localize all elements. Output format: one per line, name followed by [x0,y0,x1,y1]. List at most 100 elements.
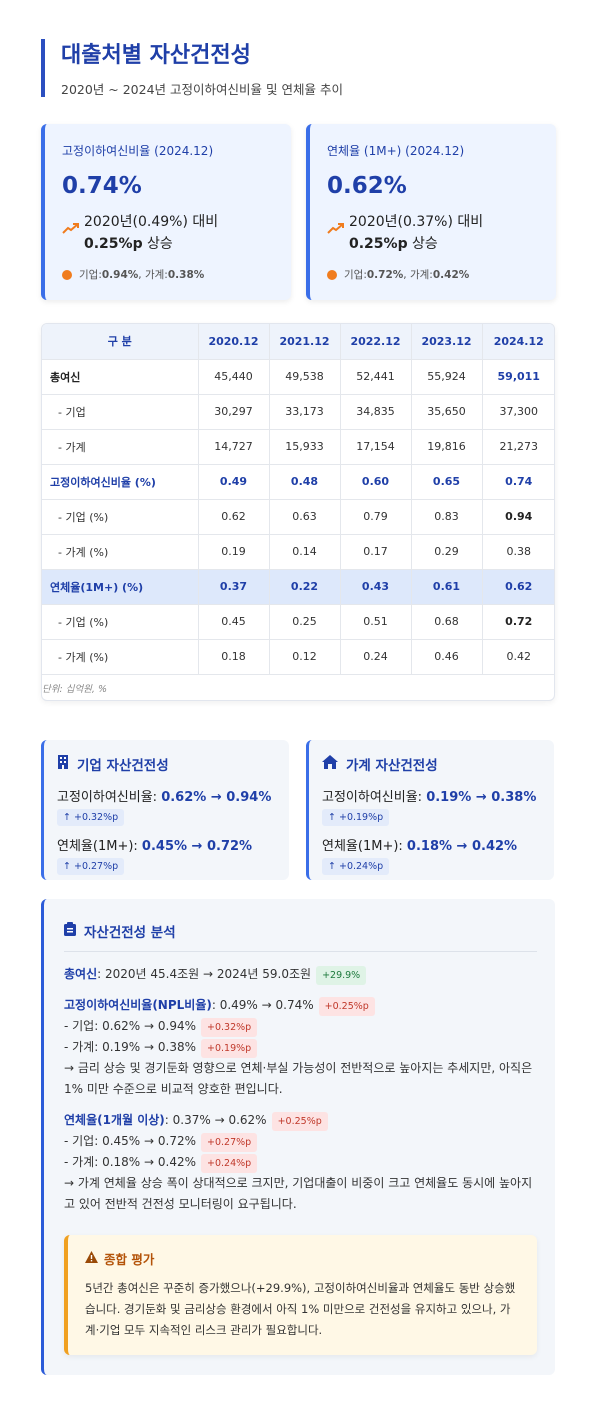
table-cell: 0.68 [411,604,483,640]
kpi-compare-line1: 2020년(0.49%) 대비 [84,214,219,230]
analysis-total-line: 총여신: 2020년 45.4조원 → 2024년 59.0조원 +29.9% [64,964,537,985]
analysis-total-text: : 2020년 45.4조원 → 2024년 59.0조원 [97,967,312,981]
analysis-title: 자산건전성 분석 [84,925,176,941]
trend-up-icon [327,211,349,255]
table-cell: 0.62 [198,499,270,535]
table-cell-label: 총여신 [42,359,199,395]
table-row: - 기업 (%) 0.45 0.25 0.51 0.68 0.72 [42,604,554,640]
table-cell: 0.94 [482,499,554,535]
table-cell: 0.60 [340,464,412,500]
table-cell: 0.17 [340,534,412,570]
analysis-delinq-label: 연체율(1개월 이상) [64,1113,165,1127]
kpi-compare: 2020년(0.37%) 대비 0.25%p 상승 [327,211,556,255]
table-row: - 가계 (%) 0.18 0.12 0.24 0.46 0.42 [42,639,554,675]
analysis-header: 자산건전성 분석 [64,921,537,952]
home-icon [322,755,338,773]
sector-card-header: 기업 자산건전성 [57,754,289,774]
table-row: - 가계 14,727 15,933 17,154 19,816 21,273 [42,429,554,465]
overall-assessment-box: 종합 평가 5년간 총여신은 꾸준히 증가했으나(+29.9%), 고정이하여신… [64,1235,537,1355]
sector-card-title: 기업 자산건전성 [77,758,169,774]
kpi-value: 0.62% [327,173,407,199]
analysis-delinq-house-text: - 가계: 0.18% → 0.42% [64,1155,197,1169]
increase-tag: +0.25%p [271,1112,328,1131]
kpi-sub-corp: 0.72% [366,268,404,281]
kpi-sub-house: 0.38% [167,268,205,281]
analysis-npl-corp-text: - 기업: 0.62% → 0.94% [64,1019,197,1033]
overall-assessment-text: 5년간 총여신은 꾸준히 증가했으나(+29.9%), 고정이하여신비율과 연체… [85,1281,516,1337]
table-row: - 기업 30,297 33,173 34,835 35,650 37,300 [42,394,554,430]
table-cell: 17,154 [340,429,412,465]
table-cell: 19,816 [411,429,483,465]
kpi-compare-line1: 2020년(0.37%) 대비 [349,214,484,230]
kpi-breakdown: 기업: 0.94%, 가계: 0.38% [62,267,291,282]
table-cell: 0.22 [269,569,341,605]
table-cell: 34,835 [340,394,412,430]
table-cell: 0.24 [340,639,412,675]
kpi-card-npl: 고정이하여신비율 (2024.12) 0.74% 2020년(0.49%) 대비… [41,124,291,300]
analysis-npl-label: 고정이하여신비율(NPL비율) [64,998,212,1012]
sector-npl-value: 0.19% → 0.38% [426,790,537,805]
table-row: 연체율(1M+) (%) 0.37 0.22 0.43 0.61 0.62 [42,569,554,605]
overall-assessment-title: 종합 평가 [104,1252,155,1267]
kpi-label: 연체율 (1M+) (2024.12) [327,144,465,158]
table-cell: 0.49 [198,464,270,500]
analysis-delinq-corp-text: - 기업: 0.45% → 0.72% [64,1134,197,1148]
kpi-card-delinquency: 연체율 (1M+) (2024.12) 0.62% 2020년(0.37%) 대… [306,124,556,300]
table-cell: 0.72 [482,604,554,640]
table-cell: 45,440 [198,359,270,395]
change-chip: ↑ +0.24%p [322,858,390,875]
table-cell: 52,441 [340,359,412,395]
arrow-up-icon: ↑ [63,812,74,823]
analysis-npl-house: - 가계: 0.19% → 0.38% +0.19%p [64,1037,537,1058]
sector-delinq-label: 연체율(1M+): [322,839,407,854]
overall-assessment-header: 종합 평가 [85,1249,521,1268]
table-header: 2024.12 [482,324,554,360]
table-cell: 0.29 [411,534,483,570]
table-row: 총여신 45,440 49,538 52,441 55,924 59,011 [42,359,554,395]
change-value: +0.32%p [73,812,119,823]
table-cell: 0.65 [411,464,483,500]
sector-delinq-label: 연체율(1M+): [57,839,142,854]
table-cell: 0.42 [482,639,554,675]
sector-npl-value: 0.62% → 0.94% [161,790,272,805]
table-row: 고정이하여신비율 (%) 0.49 0.48 0.60 0.65 0.74 [42,464,554,500]
table-cell: 35,650 [411,394,483,430]
analysis-delinq-line: 연체율(1개월 이상): 0.37% → 0.62% +0.25%p [64,1110,537,1131]
sector-npl-label: 고정이하여신비율: [322,790,427,805]
table-cell-label: - 가계 (%) [42,534,199,570]
table-cell-label: - 가계 (%) [42,639,199,675]
analysis-delinq-corp: - 기업: 0.45% → 0.72% +0.27%p [64,1131,537,1152]
analysis-delinq-house: - 가계: 0.18% → 0.42% +0.24%p [64,1152,537,1173]
bullet-dot-icon [327,269,337,280]
table-cell: 0.45 [198,604,270,640]
increase-tag: +0.25%p [318,997,375,1016]
table-cell: 0.48 [269,464,341,500]
kpi-sub-mid: , 가계: [403,269,433,281]
table-cell: 55,924 [411,359,483,395]
kpi-breakdown: 기업: 0.72%, 가계: 0.42% [327,267,556,282]
analysis-npl-corp: - 기업: 0.62% → 0.94% +0.32%p [64,1016,537,1037]
table-header: 2021.12 [269,324,341,360]
table-cell: 0.18 [198,639,270,675]
arrow-up-icon: ↑ [328,861,339,872]
table-cell: 0.38 [482,534,554,570]
table-header: 2022.12 [340,324,412,360]
table-cell: 0.19 [198,534,270,570]
table-cell: 15,933 [269,429,341,465]
table-cell: 0.51 [340,604,412,640]
clipboard-icon [64,922,76,940]
page-header: 대출처별 자산건전성 2020년 ~ 2024년 고정이하여신비율 및 연체율 … [41,39,561,97]
sector-delinq-value: 0.45% → 0.72% [141,839,253,854]
growth-tag: +29.9% [316,966,367,985]
table-cell: 0.62 [482,569,554,605]
table-header-row: 구 분 2020.12 2021.12 2022.12 2023.12 2024… [42,324,554,360]
kpi-sub-house: 0.42% [432,268,470,281]
sector-card-header: 가계 자산건전성 [322,754,554,774]
analysis-delinq-comment: → 가계 연체율 상승 폭이 상대적으로 크지만, 기업대출이 비중이 크고 연… [64,1176,533,1211]
table-cell: 0.79 [340,499,412,535]
table-cell: 0.37 [198,569,270,605]
table-cell: 0.14 [269,534,341,570]
bullet-dot-icon [62,269,72,280]
increase-tag: +0.24%p [201,1154,258,1173]
